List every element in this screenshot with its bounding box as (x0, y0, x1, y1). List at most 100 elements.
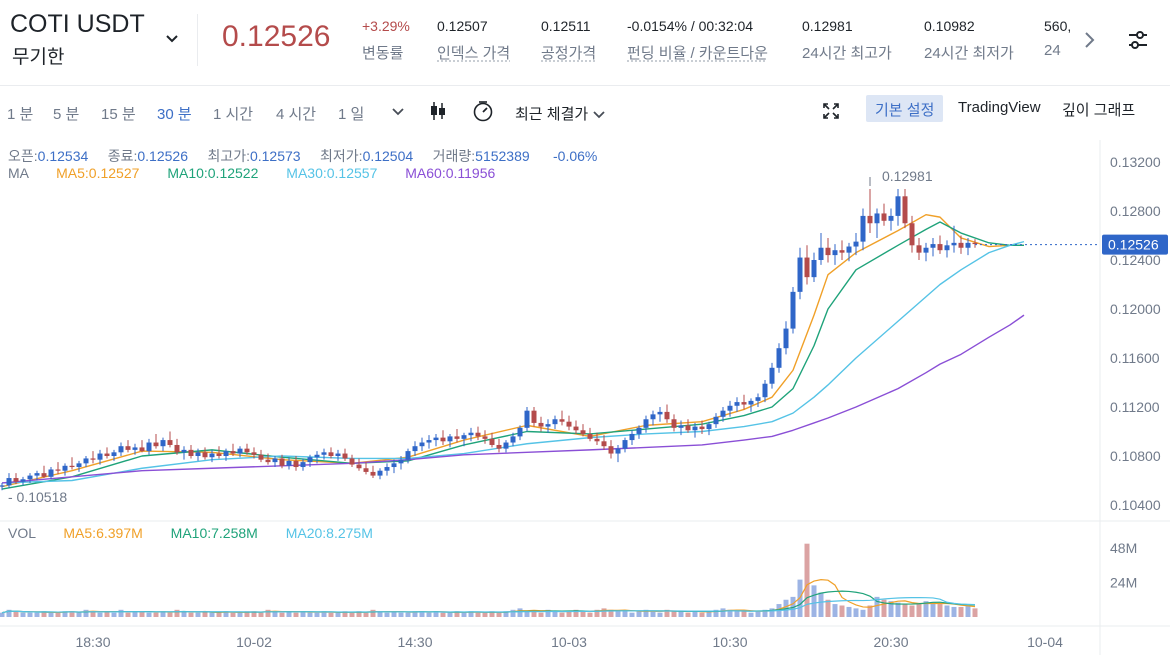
candle-body (909, 223, 915, 246)
volume-bar (188, 612, 194, 617)
volume-bar (0, 612, 5, 617)
candle-body (867, 215, 873, 224)
chevron-down-icon[interactable] (162, 28, 182, 48)
candle-body (559, 419, 565, 422)
view-basic[interactable]: 기본 설정 (866, 95, 944, 122)
chevron-down-icon[interactable] (389, 102, 407, 120)
close-key: 종료: (107, 148, 138, 164)
volume-bar (559, 612, 565, 617)
volume-bar (650, 611, 656, 617)
tab-15m[interactable]: 15 분 (101, 106, 136, 123)
volume-bar (496, 612, 502, 617)
candle-body (363, 468, 369, 472)
y-tick-label: 0.12800 (1110, 203, 1161, 219)
volume-bar (860, 609, 866, 617)
x-tick-label: 18:30 (75, 634, 110, 650)
ma60-value: MA60:0.11956 (405, 165, 496, 181)
view-depth-chart[interactable]: 깊이 그래프 (1062, 102, 1136, 119)
fullscreen-icon[interactable] (820, 100, 842, 122)
stat-label[interactable]: 인덱스 가격 (437, 45, 511, 62)
volume-bar (83, 609, 89, 617)
volume-bar (447, 612, 453, 617)
tab-1m[interactable]: 1 분 (7, 106, 34, 123)
volume-bar (279, 612, 285, 617)
volume-bar (685, 612, 691, 617)
stat-value: 560, (1044, 18, 1072, 34)
volume-bar (671, 611, 677, 617)
tab-1h[interactable]: 1 시간 (213, 106, 254, 123)
vol-label: VOL (8, 525, 36, 541)
candle-body (482, 436, 488, 439)
volume-bar (727, 609, 733, 617)
tab-4h[interactable]: 4 시간 (276, 106, 317, 123)
candle-body (930, 244, 936, 248)
candle-body (783, 328, 789, 349)
ma30-value: MA30:0.12557 (286, 165, 378, 181)
volume-bar (853, 608, 859, 617)
candle-body (853, 241, 859, 247)
volume-bar (181, 611, 187, 617)
symbol-name[interactable]: COTI USDT (10, 10, 145, 38)
indicator-gauge-icon[interactable] (472, 100, 494, 122)
low-key: 최저가: (320, 148, 363, 164)
stat-funding: -0.0154% / 00:32:04 펀딩 비율 / 카운트다운 (627, 18, 768, 63)
volume-bar (944, 605, 950, 617)
volume-bar (930, 602, 936, 617)
candle-body (314, 454, 320, 458)
view-tradingview[interactable]: TradingView (958, 99, 1041, 116)
candle-body (615, 448, 621, 454)
vol-ma5-value: MA5:6.397M (63, 525, 143, 541)
candle-body (972, 242, 978, 245)
candle-body (811, 260, 817, 278)
stat-change: +3.29% 변동률 (362, 18, 410, 63)
stat-label[interactable]: 펀딩 비율 / 카운트다운 (627, 45, 768, 62)
tab-30m[interactable]: 30 분 (157, 106, 192, 123)
volume-bar (587, 612, 593, 617)
candle-body (797, 257, 803, 292)
candle-body (433, 437, 439, 441)
settings-sliders-icon[interactable] (1124, 26, 1152, 54)
candle-body (279, 458, 285, 466)
candle-body (426, 440, 432, 443)
tab-1d[interactable]: 1 일 (338, 106, 365, 123)
tab-5m[interactable]: 5 분 (53, 106, 80, 123)
volume-bar (335, 612, 341, 617)
volume-bar (580, 611, 586, 617)
chevron-right-icon[interactable] (1078, 28, 1100, 52)
volume-bar (545, 609, 551, 617)
stat-label[interactable]: 공정가격 (541, 45, 597, 62)
candle-body (643, 419, 649, 428)
candle-body (741, 402, 747, 405)
volume-bar (391, 611, 397, 617)
last-price: 0.12526 (222, 20, 331, 53)
chevron-down-icon (593, 111, 605, 119)
candle-body (328, 452, 334, 456)
volume-bar (90, 611, 96, 617)
candle-body (818, 247, 824, 260)
candlestick-type-icon[interactable] (428, 100, 448, 122)
candle-body (573, 426, 579, 431)
volume-bar (804, 543, 810, 617)
candle-body (272, 458, 278, 463)
stat-value: -0.0154% / 00:32:04 (627, 18, 754, 34)
ma-label: MA (8, 165, 29, 181)
candle-body (699, 426, 705, 430)
price-chart[interactable]: 0.13200 0.12800 0.12400 0.12000 0.11600 0.112… (0, 140, 1170, 655)
volume-bar (461, 612, 467, 617)
volume-bar (286, 611, 292, 617)
change-value: -0.06% (553, 148, 598, 164)
y-tick-label: 0.12400 (1110, 252, 1161, 268)
price-type-select[interactable]: 최근 체결가 (515, 103, 606, 124)
volume-bar (755, 611, 761, 617)
volume-bar (405, 612, 411, 617)
x-tick-label: 14:30 (397, 634, 432, 650)
volume-key: 거래량: (432, 148, 476, 164)
candle-body (923, 247, 929, 253)
volume-bar (538, 612, 544, 617)
candle-body (552, 419, 558, 425)
price-type-label: 최근 체결가 (515, 106, 589, 123)
volume-bar (216, 612, 222, 617)
stat-label: 변동률 (362, 45, 404, 62)
ma-legend: MA MA5:0.12527 MA10:0.12522 MA30:0.12557… (8, 165, 495, 181)
volume-bar (377, 611, 383, 617)
